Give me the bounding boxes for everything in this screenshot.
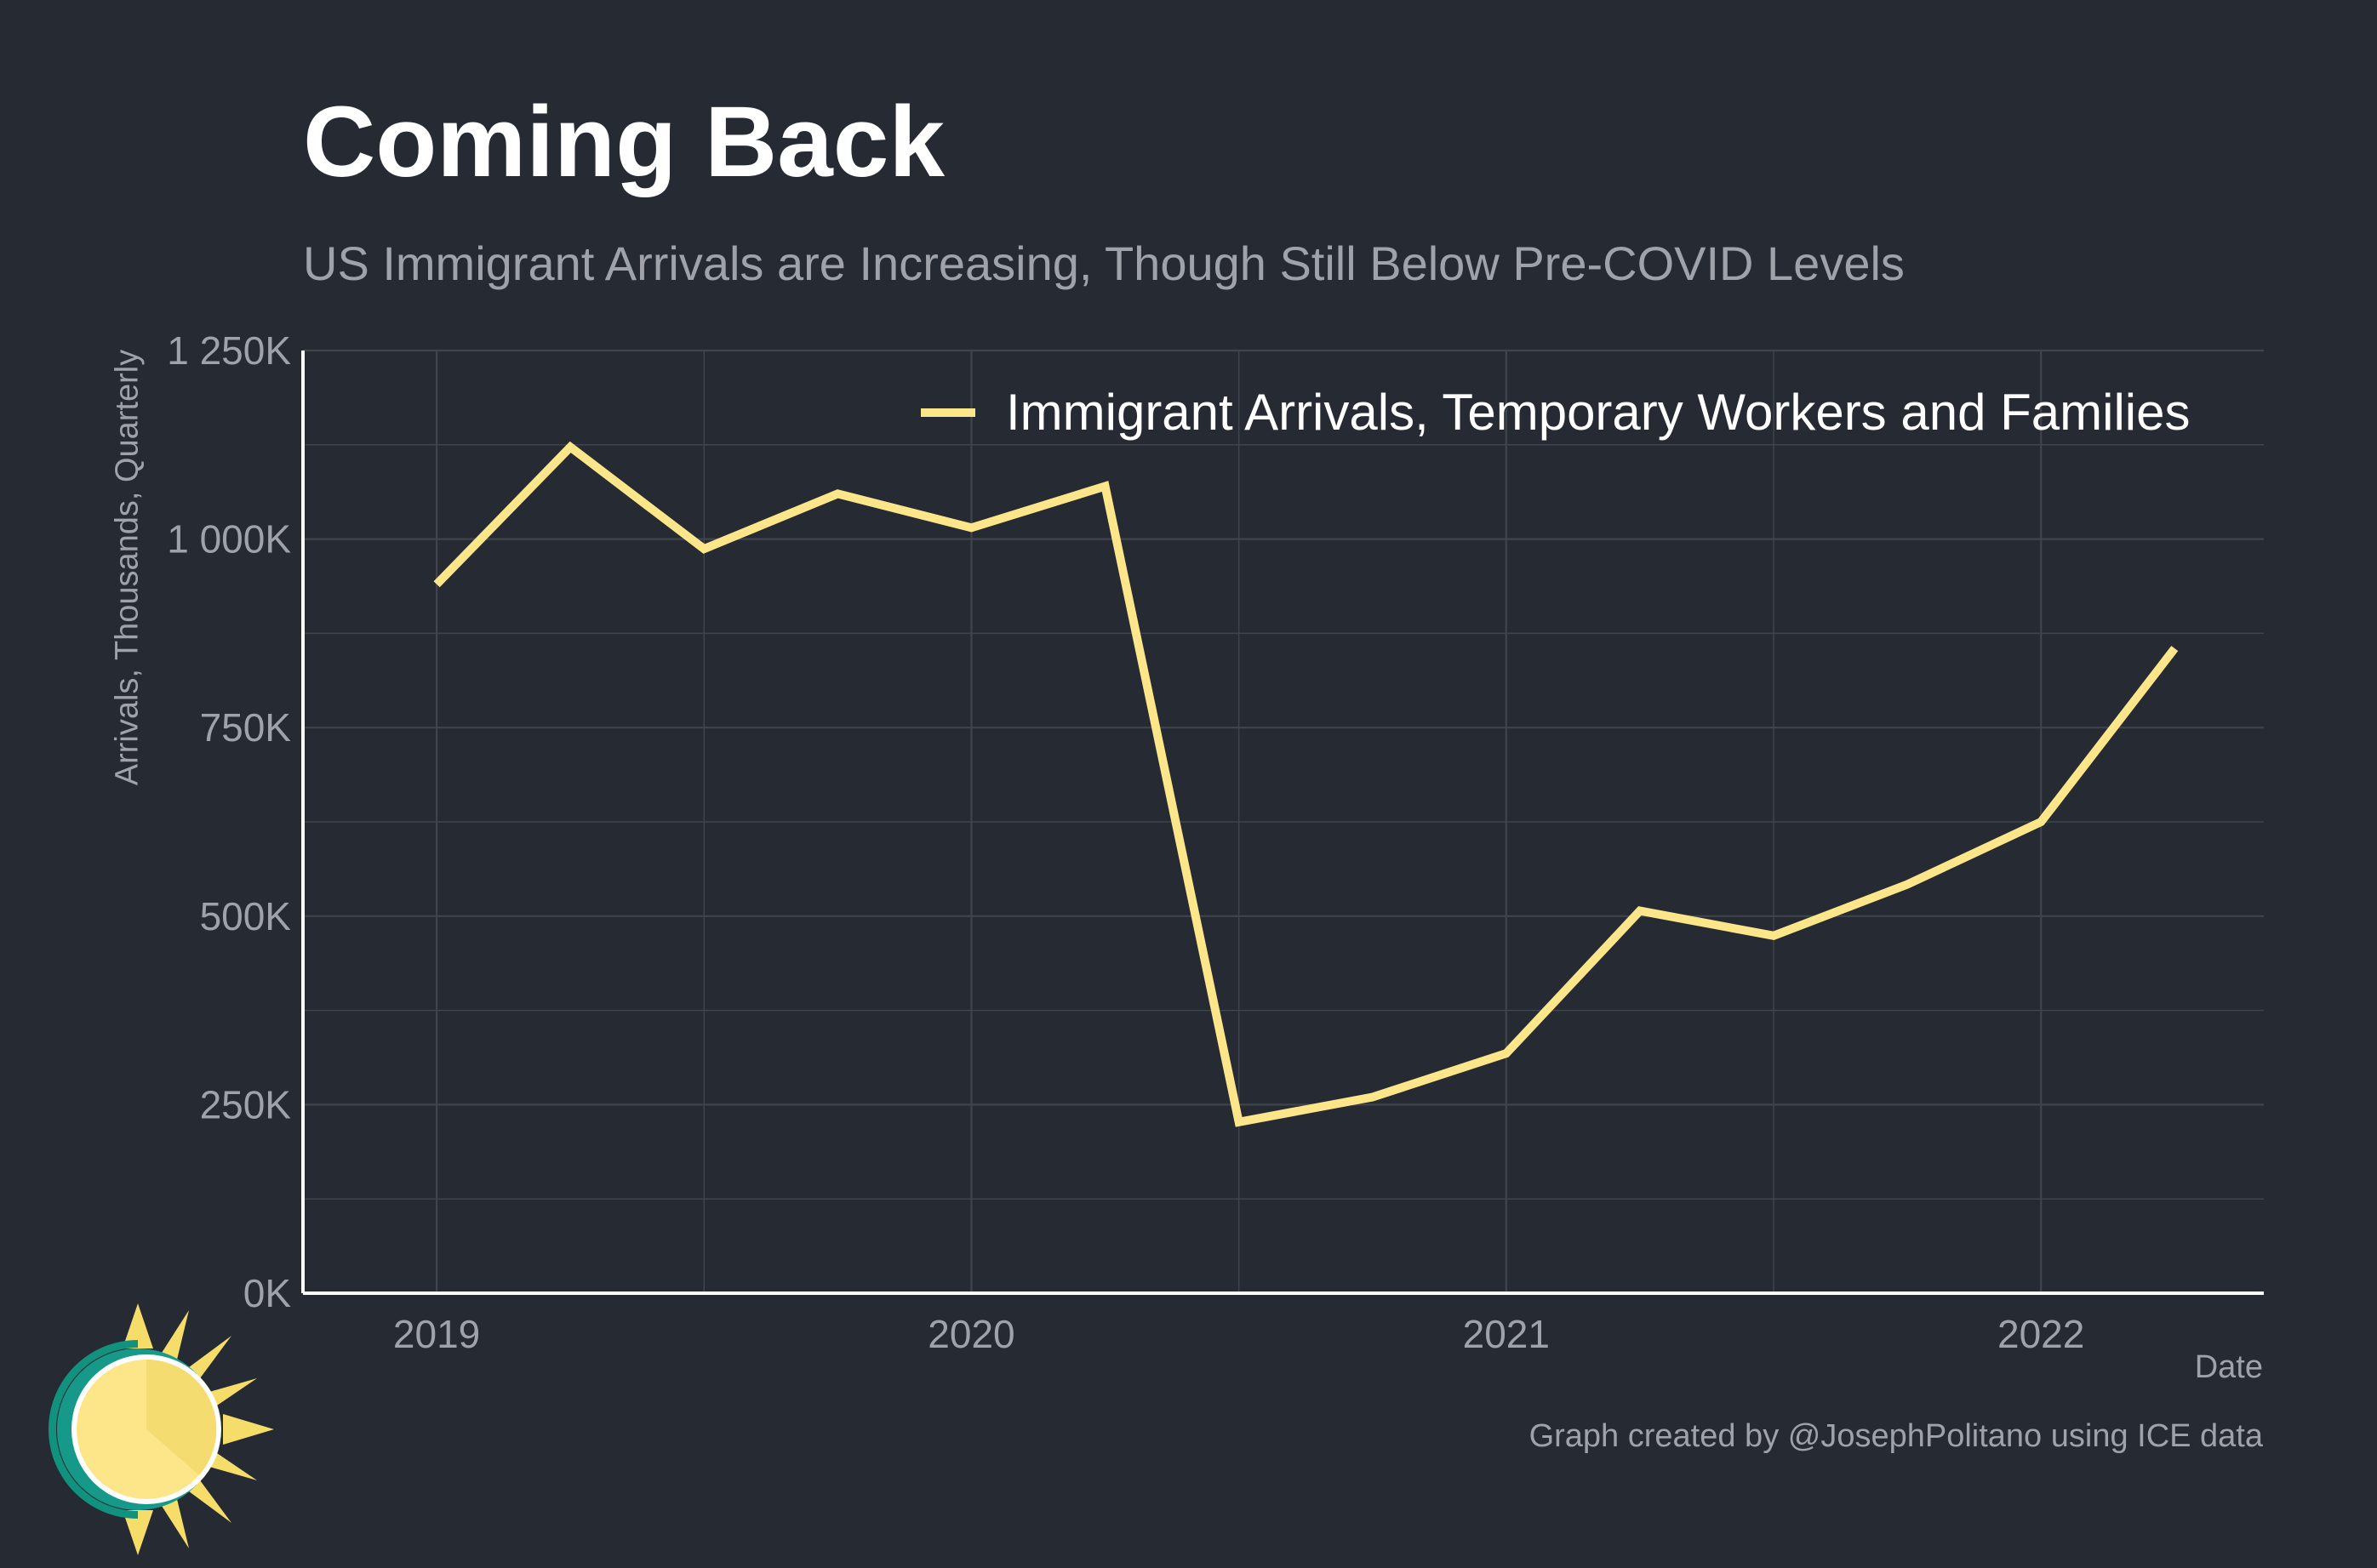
y-tick-label: 750K [200,705,292,750]
x-axis-label: Date [2194,1349,2263,1385]
y-tick-label: 500K [200,894,292,938]
chart-subtitle: US Immigrant Arrivals are Increasing, Th… [303,237,1905,290]
x-tick-label: 2021 [1463,1312,1550,1356]
x-tick-label: 2022 [1997,1312,2084,1356]
y-tick-label: 1 000K [167,517,291,562]
y-tick-label: 0K [243,1271,292,1315]
x-tick-label: 2020 [928,1312,1014,1356]
y-tick-label: 1 250K [167,328,291,373]
legend-label: Immigrant Arrivals, Temporary Workers an… [1006,384,2190,441]
chart-title: Coming Back [303,86,946,198]
y-tick-label: 250K [200,1082,292,1126]
sun-logo-icon [49,1303,274,1555]
x-tick-label: 2019 [393,1312,480,1356]
series-line [433,441,2179,1127]
source-caption: Graph created by @JosephPolitano using I… [1528,1418,2263,1454]
